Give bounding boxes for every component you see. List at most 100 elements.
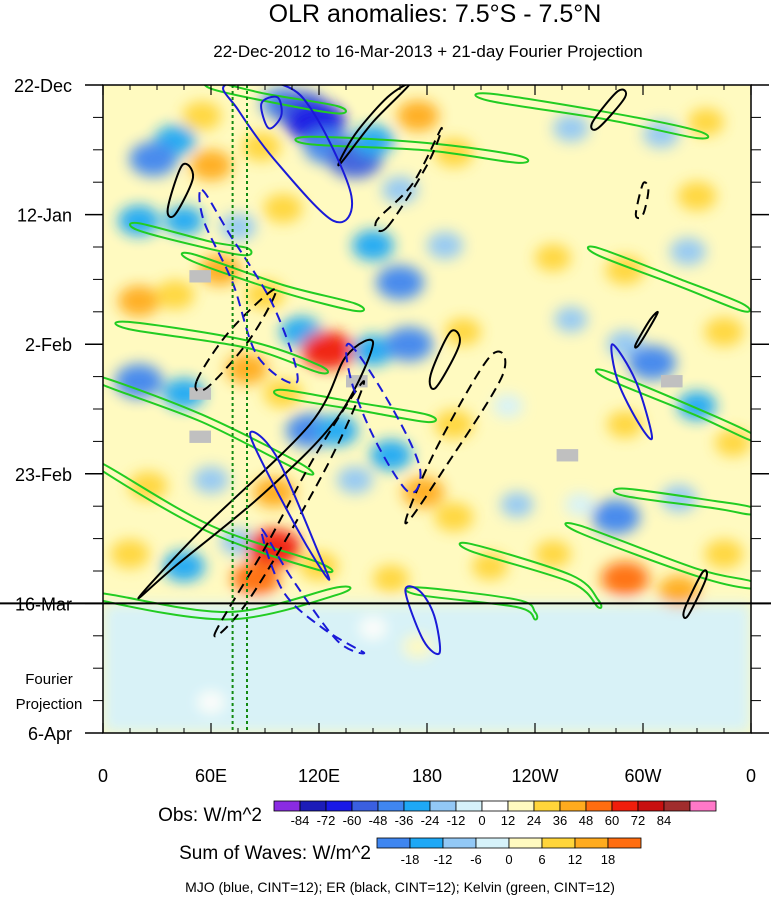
er-contour	[213, 380, 366, 638]
obs-anomaly-blob	[557, 666, 585, 689]
obs-colorbar-tick-label: -12	[447, 813, 466, 828]
obs-anomaly-blob	[535, 244, 571, 272]
obs-anomaly-blob	[376, 265, 424, 300]
obs-colorbar-swatch	[429, 800, 457, 812]
obs-anomaly-blob	[704, 539, 744, 569]
mjo-contours	[198, 85, 653, 656]
obs-colorbar-tick-label: 60	[605, 813, 619, 828]
waves-colorbar-swatch	[508, 837, 543, 849]
obs-anomaly-blob	[193, 466, 229, 494]
waves-colorbar-tick-label: 6	[538, 852, 545, 867]
missing-data-box	[556, 449, 579, 462]
mjo-contour	[260, 528, 366, 655]
kelvin-contour	[564, 522, 751, 590]
obs-anomaly-blob	[129, 141, 178, 177]
x-tick-label: 120E	[298, 766, 340, 786]
er-contour	[634, 181, 650, 220]
mjo-contour	[404, 585, 442, 656]
obs-colorbar-tick-label: 84	[657, 813, 671, 828]
missing-data-box	[189, 387, 211, 400]
obs-anomaly-blob	[118, 285, 160, 317]
er-contour	[374, 127, 443, 232]
obs-anomaly-blob	[337, 466, 373, 494]
obs-anomaly-blob	[382, 176, 418, 204]
x-tick-label: 0	[98, 766, 108, 786]
obs-colorbar-swatch	[533, 800, 561, 812]
plot-area	[103, 85, 751, 733]
mjo-contour	[610, 343, 653, 441]
waves-colorbar-tick-label: 18	[601, 852, 615, 867]
er-contour	[194, 287, 278, 393]
obs-colorbar: -84 -72 -60 -48 -36 -24 -12 0 12 24 36 48 60 72 84	[273, 800, 717, 828]
obs-anomaly-blob	[197, 691, 225, 714]
waves-colorbar-swatch	[475, 837, 510, 849]
obs-colorbar-tick-label: -84	[291, 813, 310, 828]
obs-anomaly-blob	[370, 439, 412, 471]
obs-anomaly-blob	[263, 379, 303, 409]
obs-anomaly-blob	[704, 317, 744, 347]
obs-anomaly-blob	[403, 634, 433, 659]
er-contour	[166, 162, 195, 219]
obs-anomaly-blob	[628, 345, 676, 380]
obs-colorbar-swatch	[507, 800, 535, 812]
obs-anomaly-blob	[359, 617, 387, 639]
obs-colorbar-tick-label: 48	[579, 813, 593, 828]
obs-colorbar-tick-label: -36	[395, 813, 414, 828]
waves-colorbar-swatch	[574, 837, 609, 849]
obs-anomaly-blob	[658, 575, 700, 607]
x-tick-label: 60E	[195, 766, 227, 786]
waves-colorbar: -18 -12 -6 0 6 12 18	[376, 837, 642, 867]
obs-anomaly-blob	[125, 666, 153, 689]
obs-anomaly-blob	[670, 238, 706, 266]
waves-colorbar-swatch	[541, 837, 576, 849]
missing-data-layer	[189, 270, 683, 462]
obs-colorbar-tick-label: -72	[317, 813, 336, 828]
missing-data-box	[189, 270, 211, 283]
mjo-contour	[222, 85, 354, 224]
obs-colorbar-swatch	[663, 800, 691, 812]
chart-title: OLR anomalies: 7.5°S - 7.5°N	[269, 0, 602, 28]
obs-anomaly-blob	[554, 306, 588, 333]
x-tick-label: 0	[746, 766, 756, 786]
obs-anomaly-blob	[190, 149, 232, 181]
y-tick-label: 2-Feb	[25, 335, 72, 355]
obs-anomaly-blob	[232, 561, 280, 596]
kelvin-contour	[458, 541, 603, 609]
obs-anomaly-blob	[445, 318, 481, 346]
obs-colorbar-tick-label: 12	[501, 813, 515, 828]
obs-anomaly-blob	[241, 132, 281, 162]
obs-colorbar-tick-label: 36	[553, 813, 567, 828]
obs-anomaly-blob	[385, 327, 433, 362]
obs-anomaly-blob	[643, 120, 679, 148]
waves-colorbar-label: Sum of Waves: W/m^2	[179, 843, 371, 864]
er-contour	[337, 85, 411, 167]
kelvin-contour	[594, 368, 751, 442]
er-contours	[137, 85, 708, 638]
obs-anomaly-blob	[565, 492, 595, 517]
obs-anomaly-blob	[182, 101, 222, 131]
obs-anomaly-field	[103, 87, 751, 733]
kelvin-contour	[474, 92, 710, 140]
obs-colorbar-swatch	[611, 800, 639, 812]
y-axis-ticks: 22-Dec 12-Jan 2-Feb 23-Feb 16-Mar 6-Apr	[14, 76, 769, 744]
obs-anomaly-blob	[253, 476, 295, 508]
waves-colorbar-tick-label: -12	[434, 852, 453, 867]
obs-anomaly-blob	[118, 205, 160, 237]
y-tick-label: 12-Jan	[17, 206, 72, 226]
er-contour	[404, 350, 507, 525]
kelvin-contour	[103, 376, 315, 476]
obs-anomaly-blob	[665, 678, 693, 701]
obs-colorbar-tick-label: 0	[478, 813, 485, 828]
kelvin-contour	[273, 388, 437, 424]
y-tick-label: 22-Dec	[14, 76, 72, 96]
obs-anomaly-blob	[607, 330, 643, 358]
obs-anomaly-blob	[607, 410, 643, 439]
obs-anomaly-blob	[688, 108, 724, 136]
obs-anomaly-blob	[110, 539, 150, 569]
er-contour	[428, 329, 461, 390]
chart-subtitle: 22-Dec-2012 to 16-Mar-2013 + 21-day Four…	[213, 42, 642, 61]
y-tick-label: 6-Apr	[28, 724, 72, 744]
kelvin-contour	[180, 251, 365, 313]
obs-anomaly-blob	[535, 540, 571, 568]
waves-colorbar-tick-label: -18	[401, 852, 420, 867]
